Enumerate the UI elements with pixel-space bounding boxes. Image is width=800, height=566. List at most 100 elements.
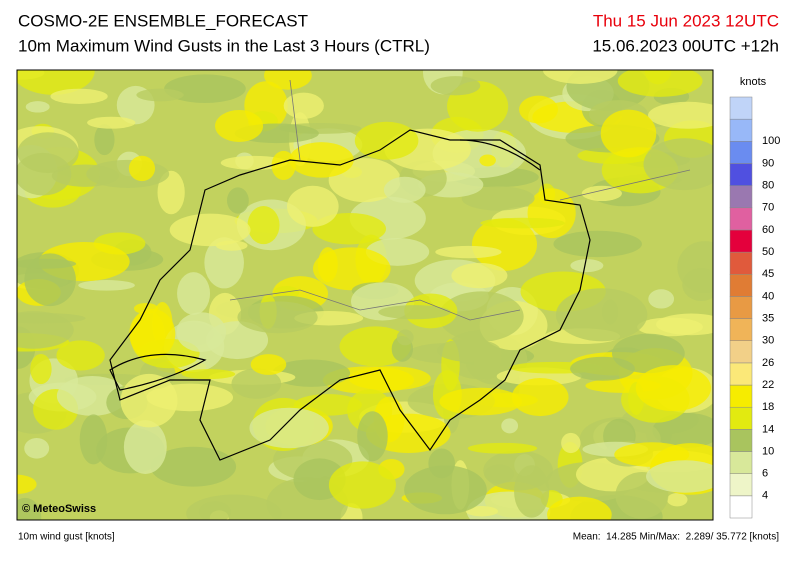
- wind-patch: [231, 368, 282, 399]
- wind-patch: [354, 121, 419, 160]
- legend-label: 60: [762, 224, 774, 236]
- swiss-border: [109, 129, 591, 461]
- footer-stats: Mean: 14.285 Min/Max: 2.289/ 35.772 [kno…: [573, 532, 779, 543]
- run-time: 15.06.2023 00UTC +12h: [592, 36, 779, 55]
- legend-swatch: [729, 207, 753, 231]
- wind-patch: [514, 465, 550, 518]
- wind-patch: [129, 309, 176, 359]
- legend-swatch: [729, 274, 753, 297]
- wind-patch: [283, 92, 324, 119]
- wind-patch: [501, 418, 519, 434]
- wind-patch: [617, 70, 703, 97]
- wind-patch: [637, 317, 703, 337]
- wind-patch: [378, 305, 451, 320]
- wind-patch: [328, 461, 396, 509]
- wind-patch: [136, 88, 184, 102]
- legend-swatch: [729, 229, 753, 253]
- wind-patch: [555, 288, 648, 342]
- legend-swatch: [729, 251, 753, 275]
- legend-swatch: [729, 318, 753, 341]
- wind-patch: [570, 356, 635, 381]
- legend-label: 50: [762, 246, 774, 258]
- wind-patch: [293, 394, 362, 416]
- legend-label: 26: [762, 357, 774, 369]
- wind-patch: [50, 88, 108, 104]
- legend-swatch: [729, 163, 753, 186]
- wind-patch: [198, 501, 232, 520]
- wind-patch: [682, 267, 713, 302]
- credit: © MeteoSwiss: [22, 503, 96, 515]
- legend-swatch: [729, 362, 753, 386]
- map-frame: [16, 69, 714, 521]
- wind-patch: [339, 326, 411, 367]
- wind-patch: [511, 377, 569, 417]
- wind-patch: [383, 176, 426, 203]
- legend-label: 22: [762, 379, 774, 391]
- wind-patch: [56, 340, 105, 371]
- wind-patch: [164, 74, 246, 103]
- footer-variable: 10m wind gust [knots]: [18, 532, 115, 543]
- wind-patch: [226, 187, 249, 214]
- wind-patch: [247, 206, 280, 245]
- legend-swatch: [729, 118, 753, 142]
- borders: [109, 129, 591, 461]
- wind-patch: [128, 155, 156, 182]
- legend-swatch: [729, 384, 753, 408]
- wind-patch: [437, 338, 501, 362]
- wind-patch: [643, 138, 713, 191]
- valid-time: Thu 15 Jun 2023 12UTC: [593, 11, 779, 30]
- wind-patch: [177, 272, 211, 315]
- wind-patch: [249, 407, 329, 449]
- wind-patch: [273, 286, 300, 299]
- wind-patch: [289, 142, 354, 178]
- wind-patch: [396, 329, 414, 346]
- wind-patch: [157, 170, 185, 215]
- wind-patch: [348, 366, 431, 391]
- wind-patch: [94, 124, 115, 156]
- legend-label: 90: [762, 157, 774, 169]
- wind-patch: [451, 262, 508, 289]
- wind-patch: [570, 259, 604, 273]
- wind-patch: [435, 245, 502, 259]
- wind-patch: [581, 185, 622, 202]
- wind-patch: [366, 413, 451, 454]
- legend-label: 4: [762, 490, 768, 502]
- wind-patch: [286, 185, 339, 227]
- wind-patch: [542, 70, 618, 84]
- map: [17, 70, 713, 520]
- wind-patch: [17, 258, 77, 269]
- legend-swatch: [729, 185, 753, 209]
- legend-label: 30: [762, 335, 774, 347]
- wind-patch: [438, 291, 524, 342]
- wind-patch: [86, 159, 170, 188]
- wind-patch: [519, 95, 559, 124]
- wind-patch: [123, 420, 167, 474]
- wind-patch: [553, 230, 642, 258]
- wind-patch: [461, 186, 535, 211]
- wind-patch: [17, 70, 95, 95]
- wind-patch: [79, 414, 108, 465]
- legend-swatch: [729, 340, 753, 364]
- wind-patch: [312, 247, 391, 291]
- legend-label: 70: [762, 202, 774, 214]
- wind-patch: [467, 442, 538, 454]
- legend-swatch: [729, 96, 753, 120]
- wind-patch: [479, 154, 496, 167]
- wind-patch: [646, 460, 713, 493]
- legend-swatch: [729, 406, 753, 430]
- legend-label: 18: [762, 401, 774, 413]
- wind-patch: [404, 465, 487, 515]
- legend-label: 100: [762, 135, 780, 147]
- wind-patch: [78, 280, 135, 291]
- legend-label: 40: [762, 290, 774, 302]
- wind-patch: [264, 70, 312, 90]
- wind-patch: [169, 213, 251, 247]
- wind-patch: [430, 76, 481, 96]
- wind-patch: [17, 474, 37, 494]
- legend: knots 4 6 10 14 18 22 26 30 35 40 45 50 60 70 80 90 100: [729, 76, 780, 519]
- wind-patch: [215, 110, 264, 142]
- legend-label: 35: [762, 312, 774, 324]
- lake: [459, 139, 541, 171]
- wind-patch: [465, 506, 499, 517]
- wind-patch: [220, 155, 288, 170]
